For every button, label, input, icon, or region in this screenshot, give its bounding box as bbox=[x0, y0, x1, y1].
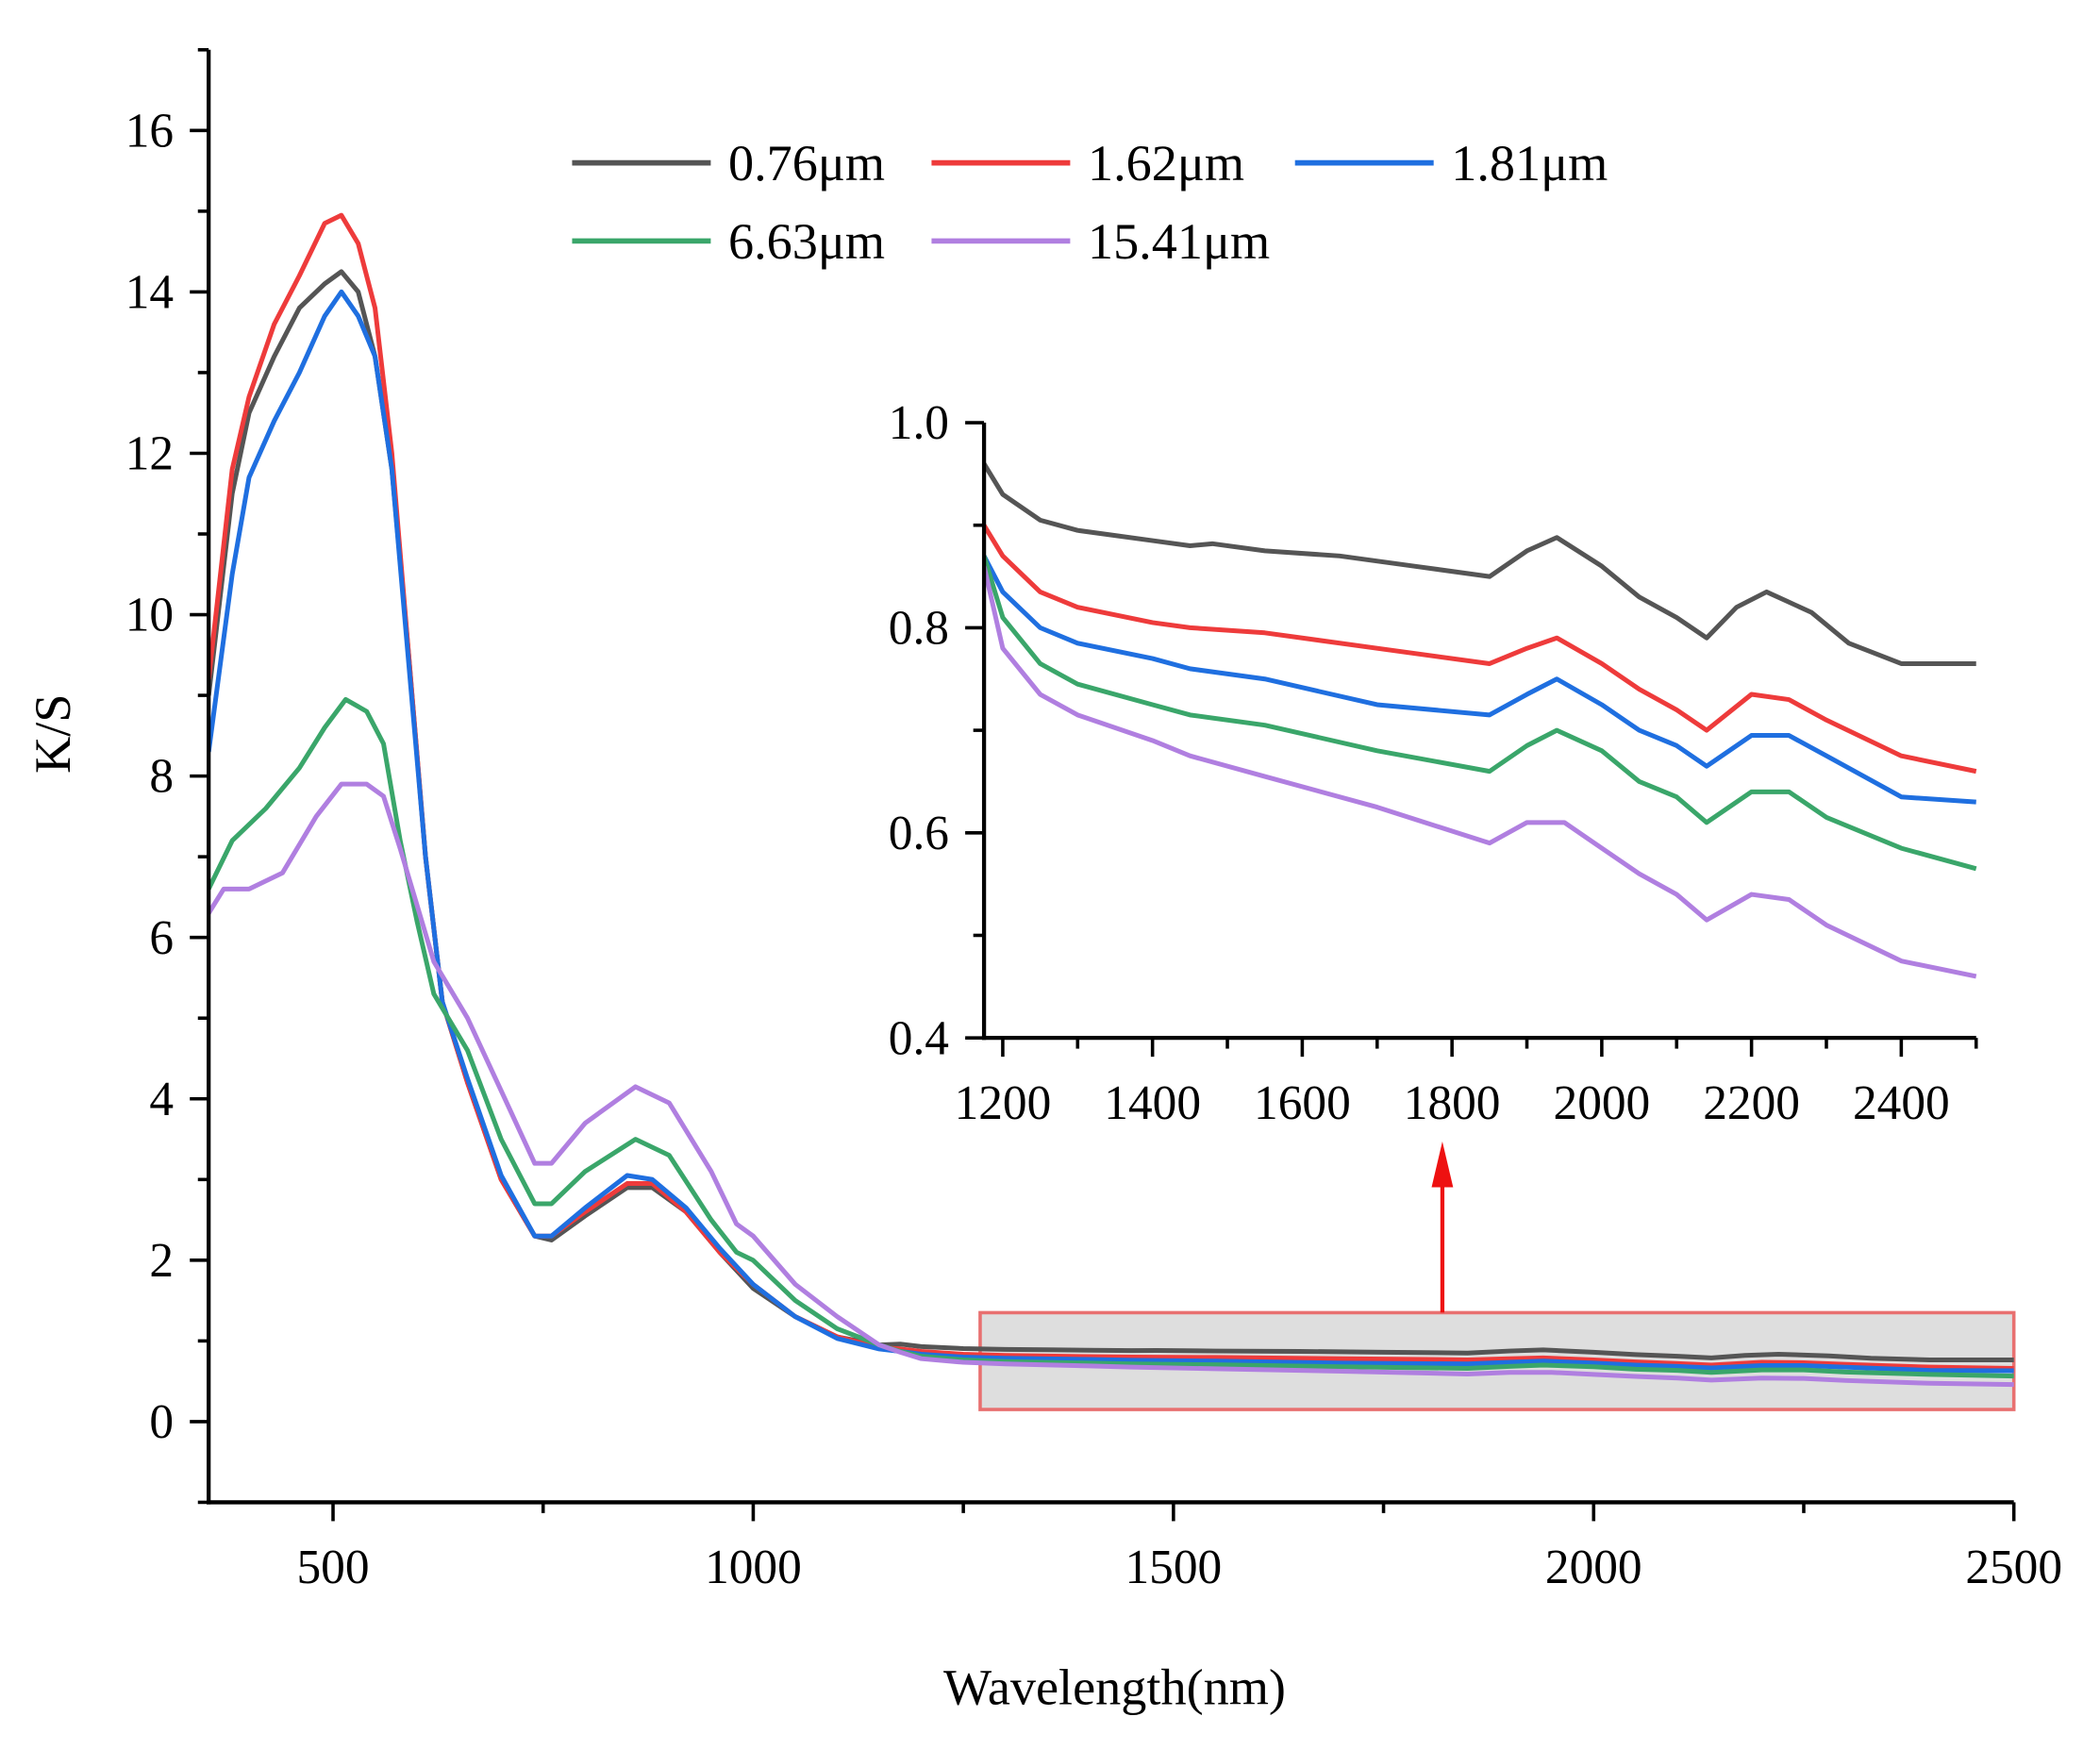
main-series-4 bbox=[208, 781, 2014, 1388]
inset-x-tick-label: 1200 bbox=[955, 1076, 1052, 1130]
main-y-tick-label: 16 bbox=[125, 104, 174, 158]
inset-y-tick-label: 0.8 bbox=[889, 602, 949, 656]
main-y-tick-label: 12 bbox=[125, 427, 174, 481]
inset-x-tick-label: 1600 bbox=[1254, 1076, 1351, 1130]
main-y-tick-label: 6 bbox=[149, 911, 174, 965]
main-x-tick-label: 2000 bbox=[1545, 1541, 1642, 1594]
legend-label-4: 15.41μm bbox=[1088, 213, 1270, 270]
main-y-tick-label: 8 bbox=[149, 750, 174, 804]
legend-label-1: 1.62μm bbox=[1088, 135, 1244, 192]
inset-series-3 bbox=[984, 555, 1977, 872]
main-series-3 bbox=[208, 696, 2014, 1379]
main-y-tick-label: 14 bbox=[125, 266, 174, 320]
main-x-tick-label: 2500 bbox=[1965, 1541, 2062, 1594]
inset-series-2 bbox=[984, 555, 1976, 805]
inset-y-tick-label: 0.4 bbox=[889, 1011, 949, 1065]
x-axis-title: Wavelength(nm) bbox=[943, 1658, 1286, 1715]
main-plot: 500 1000 1500 2000 2500 0 2 4 6 8 10 12 14 16 bbox=[125, 48, 2062, 1594]
main-y-tick-label: 10 bbox=[125, 589, 174, 642]
main-series-2 bbox=[208, 289, 2014, 1374]
inset-series-0 bbox=[984, 462, 1976, 666]
main-y-tick-label: 0 bbox=[149, 1395, 174, 1449]
legend-label-3: 6.63μm bbox=[728, 213, 885, 270]
main-y-tick-label: 2 bbox=[149, 1234, 174, 1288]
inset-series-4 bbox=[984, 565, 1977, 979]
inset-x-tick-label: 1400 bbox=[1104, 1076, 1201, 1130]
inset-x-tick-label: 2400 bbox=[1853, 1076, 1950, 1130]
zoom-arrow-head bbox=[1431, 1142, 1454, 1188]
y-axis-title: K/S bbox=[25, 693, 81, 773]
main-x-tick-label: 500 bbox=[296, 1541, 369, 1594]
inset-y-tick-label: 1.0 bbox=[889, 396, 949, 450]
inset-x-tick-label: 2000 bbox=[1554, 1076, 1651, 1130]
inset-x-tick-label: 2200 bbox=[1703, 1076, 1800, 1130]
legend-label-2: 1.81μm bbox=[1451, 135, 1608, 192]
inset-series-1 bbox=[984, 524, 1977, 775]
inset-background bbox=[984, 404, 1988, 1039]
main-y-tick-label: 4 bbox=[149, 1073, 174, 1126]
inset-y-tick-label: 0.6 bbox=[889, 807, 949, 860]
main-x-tick-label: 1500 bbox=[1125, 1541, 1222, 1594]
inset-plot: 1200 1400 1600 1800 2000 2200 2400 0.4 0.6 0.8 1.0 bbox=[889, 396, 1988, 1130]
main-x-tick-label: 1000 bbox=[705, 1541, 802, 1594]
inset-x-tick-label: 1800 bbox=[1404, 1076, 1501, 1130]
legend-label-0: 0.76μm bbox=[728, 135, 885, 192]
legend: 0.76μm 1.62μm 1.81μm 6.63μm 15.41μm bbox=[572, 135, 1608, 270]
